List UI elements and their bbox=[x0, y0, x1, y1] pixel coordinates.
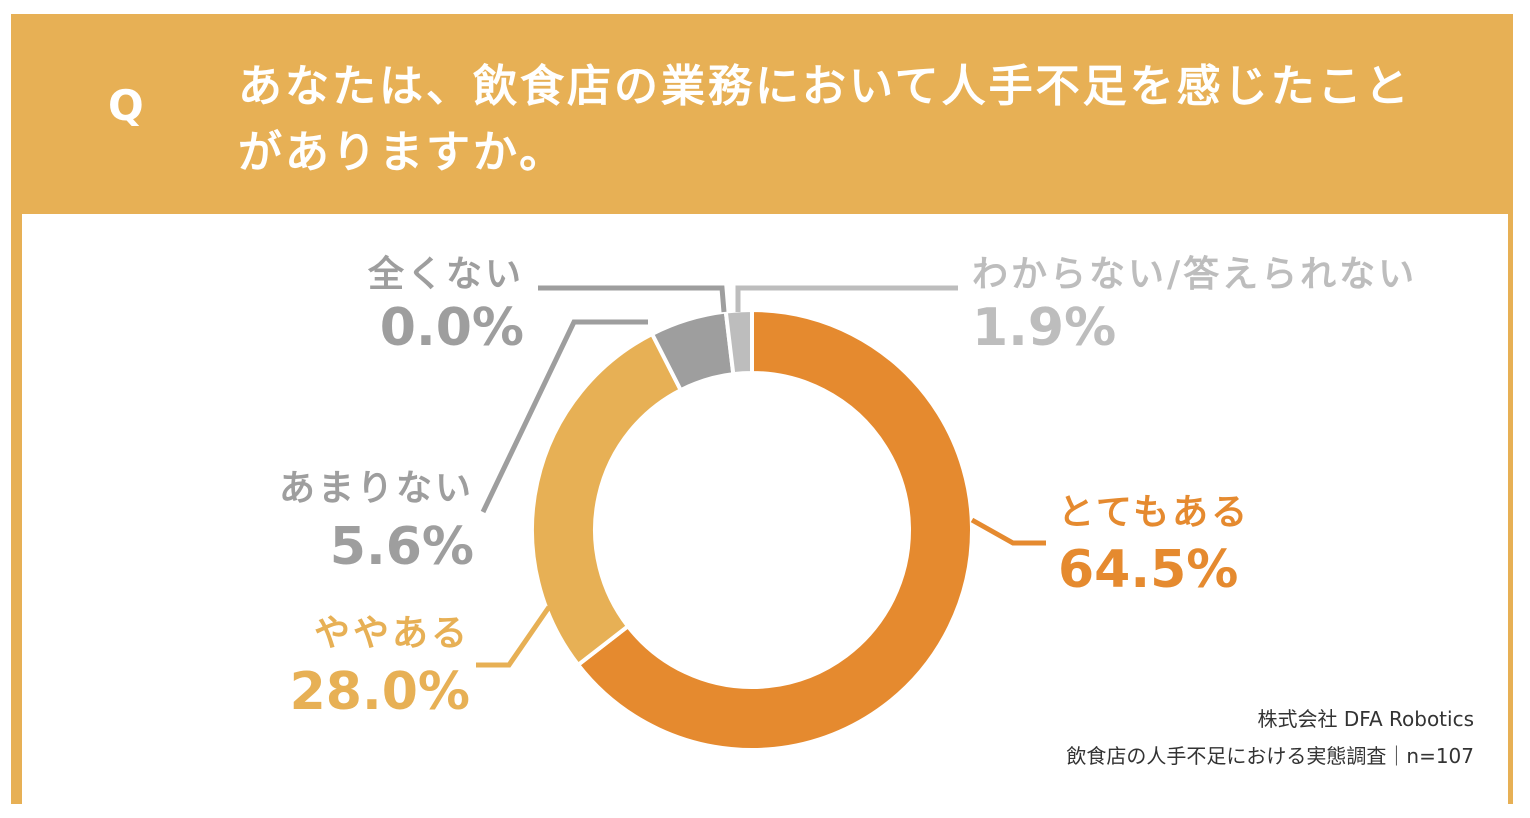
leader-not-much bbox=[480, 319, 648, 514]
value-label-very-much: 64.5% bbox=[1058, 540, 1238, 600]
leader-lines bbox=[476, 285, 1046, 668]
category-label-dont-know: わからない/答えられない bbox=[972, 254, 1417, 295]
question-line-1: あなたは、飲食店の業務において人手不足を感じたこと bbox=[238, 61, 1412, 112]
category-label-not-much: あまりない bbox=[279, 468, 474, 509]
leader-not-at-all bbox=[538, 285, 727, 313]
slice-very-much bbox=[575, 307, 974, 752]
slice-somewhat bbox=[530, 331, 684, 668]
value-label-somewhat: 28.0% bbox=[290, 662, 470, 722]
slice-dont-know bbox=[723, 307, 754, 377]
leader-somewhat bbox=[476, 605, 552, 668]
question-line-2: がありますか。 bbox=[238, 127, 567, 178]
value-label-dont-know: 1.9% bbox=[972, 298, 1116, 358]
question-mark: Q bbox=[108, 81, 144, 130]
value-label-not-much: 5.6% bbox=[330, 517, 474, 577]
credit-company: 株式会社 DFA Robotics bbox=[1257, 707, 1474, 731]
leader-dont-know bbox=[735, 285, 958, 312]
category-label-not-at-all: 全くない bbox=[367, 253, 524, 295]
credit-survey: 飲食店の人手不足における実態調査｜n=107 bbox=[1066, 744, 1474, 768]
question-title: あなたは、飲食店の業務において人手不足を感じたこと がありますか。 bbox=[238, 54, 1458, 186]
value-label-not-at-all: 0.0% bbox=[380, 298, 524, 358]
leader-very-much bbox=[970, 517, 1046, 546]
donut-slices bbox=[530, 307, 974, 752]
category-label-somewhat: ややある bbox=[314, 613, 470, 654]
category-label-very-much: とてもある bbox=[1058, 492, 1250, 533]
